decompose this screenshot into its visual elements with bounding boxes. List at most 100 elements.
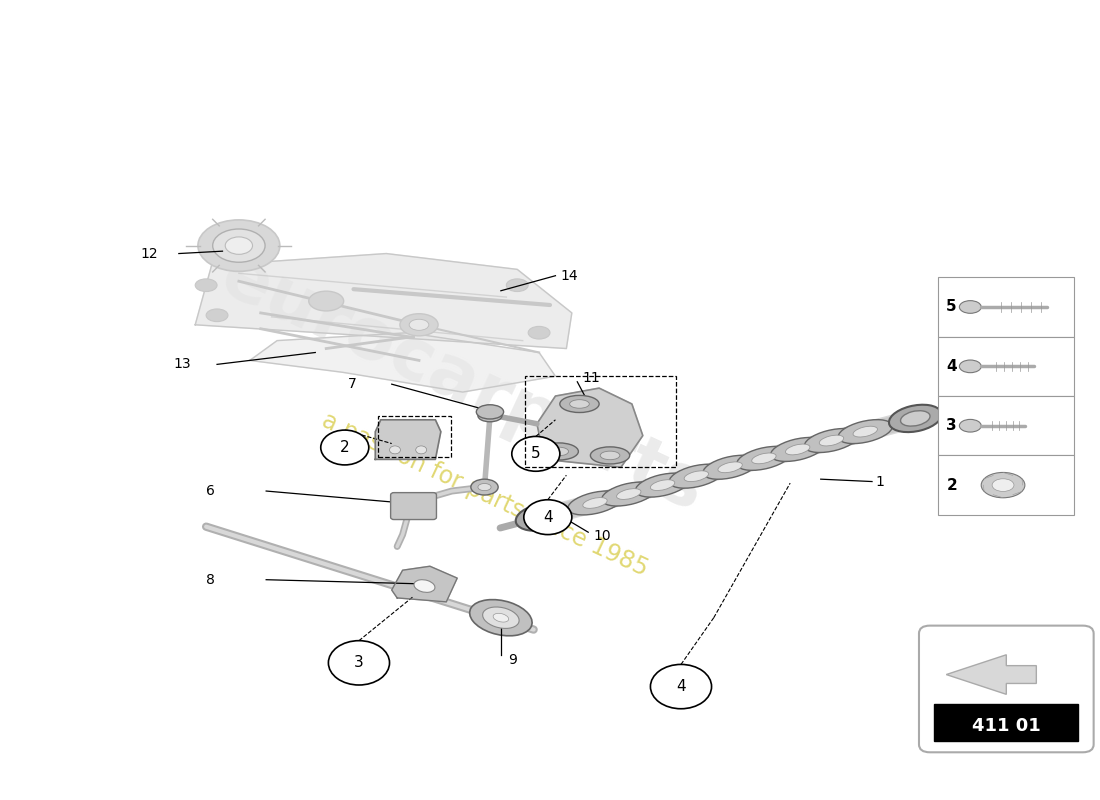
Circle shape [329, 641, 389, 685]
Ellipse shape [670, 465, 727, 486]
Ellipse shape [746, 453, 777, 465]
Text: 3: 3 [354, 655, 364, 670]
Ellipse shape [471, 479, 498, 495]
Text: eurocarparts: eurocarparts [209, 242, 716, 526]
Ellipse shape [477, 483, 491, 490]
Text: 4: 4 [676, 679, 685, 694]
Ellipse shape [539, 443, 579, 460]
Ellipse shape [309, 291, 343, 311]
Ellipse shape [601, 451, 620, 460]
Ellipse shape [650, 480, 674, 490]
Ellipse shape [959, 419, 981, 432]
Polygon shape [250, 333, 556, 392]
Text: 1: 1 [876, 474, 884, 489]
Circle shape [389, 446, 400, 454]
Ellipse shape [714, 462, 746, 474]
Ellipse shape [206, 309, 228, 322]
Ellipse shape [528, 326, 550, 339]
Ellipse shape [785, 444, 810, 455]
Text: 411 01: 411 01 [972, 717, 1041, 734]
FancyBboxPatch shape [937, 337, 1074, 396]
Ellipse shape [506, 279, 528, 291]
Ellipse shape [568, 491, 623, 515]
Ellipse shape [795, 431, 852, 454]
Ellipse shape [400, 314, 438, 336]
Text: a passion for parts since 1985: a passion for parts since 1985 [318, 409, 651, 582]
FancyBboxPatch shape [937, 278, 1074, 337]
Ellipse shape [620, 486, 652, 498]
Ellipse shape [549, 447, 569, 456]
Ellipse shape [683, 470, 715, 482]
Circle shape [650, 665, 712, 709]
Text: 12: 12 [141, 246, 158, 261]
Polygon shape [392, 566, 458, 602]
Ellipse shape [636, 473, 690, 497]
Ellipse shape [493, 614, 508, 622]
Text: 14: 14 [561, 269, 579, 282]
Ellipse shape [198, 220, 279, 271]
Text: 6: 6 [206, 484, 214, 498]
Ellipse shape [226, 237, 253, 254]
Text: 5: 5 [946, 299, 957, 314]
Text: 3: 3 [946, 418, 957, 434]
Ellipse shape [590, 494, 621, 506]
Ellipse shape [476, 405, 504, 419]
Circle shape [416, 446, 427, 454]
Ellipse shape [804, 429, 859, 453]
Ellipse shape [608, 481, 666, 503]
Ellipse shape [560, 395, 600, 413]
Ellipse shape [771, 438, 825, 462]
Ellipse shape [981, 473, 1025, 498]
Text: 7: 7 [348, 377, 356, 391]
Ellipse shape [737, 446, 791, 470]
Ellipse shape [992, 478, 1014, 491]
Circle shape [321, 430, 368, 465]
Ellipse shape [516, 504, 566, 530]
Ellipse shape [602, 482, 656, 506]
FancyBboxPatch shape [918, 626, 1093, 752]
Ellipse shape [959, 301, 981, 314]
FancyBboxPatch shape [937, 455, 1074, 514]
Text: 2: 2 [340, 440, 350, 455]
Ellipse shape [764, 440, 821, 462]
Circle shape [512, 437, 560, 471]
Ellipse shape [820, 435, 844, 446]
Text: 4: 4 [543, 510, 552, 525]
Ellipse shape [733, 448, 790, 470]
Ellipse shape [718, 462, 743, 473]
Ellipse shape [959, 360, 981, 373]
Ellipse shape [528, 510, 554, 524]
Polygon shape [946, 654, 1036, 694]
Ellipse shape [591, 447, 629, 464]
Ellipse shape [617, 489, 641, 499]
Polygon shape [375, 420, 441, 459]
Ellipse shape [669, 464, 724, 488]
Ellipse shape [854, 426, 878, 437]
Text: 8: 8 [206, 573, 214, 586]
Ellipse shape [839, 428, 870, 441]
Ellipse shape [703, 455, 757, 479]
Ellipse shape [777, 445, 808, 457]
Ellipse shape [583, 498, 607, 508]
Ellipse shape [652, 478, 683, 490]
Text: 5: 5 [531, 446, 540, 462]
Ellipse shape [470, 600, 532, 636]
Text: 10: 10 [594, 529, 612, 543]
Text: 4: 4 [946, 359, 957, 374]
Ellipse shape [483, 607, 519, 629]
FancyBboxPatch shape [934, 703, 1078, 742]
Ellipse shape [702, 456, 759, 478]
Ellipse shape [576, 489, 634, 511]
Circle shape [524, 500, 572, 534]
Ellipse shape [477, 410, 502, 422]
Ellipse shape [889, 405, 942, 432]
Text: 2: 2 [946, 478, 957, 493]
Ellipse shape [751, 453, 777, 464]
Ellipse shape [409, 319, 429, 330]
FancyBboxPatch shape [390, 493, 437, 519]
Ellipse shape [684, 471, 708, 482]
Ellipse shape [826, 423, 883, 446]
Ellipse shape [901, 410, 930, 426]
Ellipse shape [212, 229, 265, 262]
Ellipse shape [808, 437, 839, 449]
